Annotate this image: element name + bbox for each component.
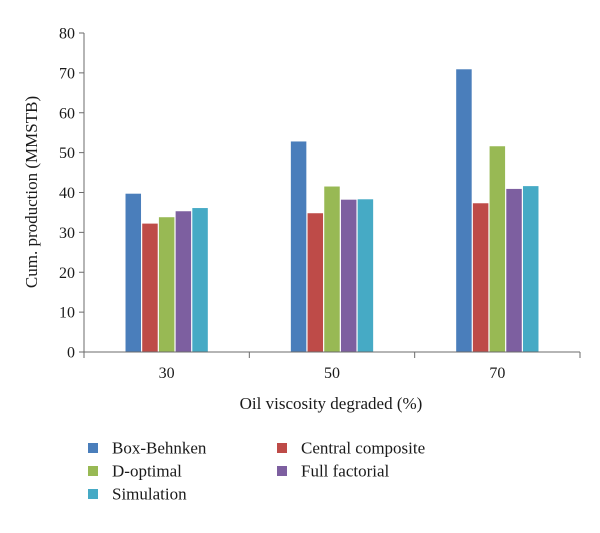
bar-d-optimal-50 (324, 186, 340, 352)
legend-label: Full factorial (301, 462, 390, 481)
bar-full-factorial-50 (340, 199, 357, 352)
legend-swatch (88, 443, 98, 453)
legend-label: Box-Behnken (112, 439, 207, 458)
legend-swatch (88, 489, 98, 499)
legend-item: Full factorial (277, 462, 390, 481)
x-axis: 30 50 70 (83, 351, 581, 382)
bar-central-composite-70 (472, 203, 489, 352)
y-tick-label: 60 (59, 105, 75, 122)
y-tick-label: 80 (59, 26, 75, 43)
bar-simulation-70 (522, 186, 539, 352)
bar-central-composite-30 (142, 223, 158, 352)
legend-item: D-optimal (88, 462, 182, 481)
y-axis-title: Cum. production (MMSTB) (22, 96, 41, 288)
y-tick-label: 70 (59, 65, 75, 82)
legend: Box-Behnken Central composite D-optimal Ful… (88, 439, 425, 504)
y-tick-label: 0 (67, 345, 75, 362)
y-tick-label: 50 (59, 145, 75, 162)
bar-simulation-30 (192, 208, 208, 352)
legend-swatch (88, 466, 98, 476)
plot-area (125, 69, 539, 352)
bar-central-composite-50 (307, 213, 324, 352)
bar-box-behnken-50 (290, 141, 307, 352)
bar-box-behnken-30 (125, 193, 142, 352)
bar-full-factorial-30 (175, 211, 192, 352)
bar-d-optimal-70 (489, 146, 506, 352)
legend-label: Simulation (112, 485, 187, 504)
legend-item: Box-Behnken (88, 439, 207, 458)
y-tick-label: 30 (59, 225, 75, 242)
x-tick-label: 30 (159, 365, 175, 382)
legend-label: D-optimal (112, 462, 182, 481)
legend-label: Central composite (301, 439, 425, 458)
y-axis: 0 10 20 30 40 50 60 70 80 (59, 26, 85, 362)
x-tick-label: 70 (489, 365, 505, 382)
x-axis-title: Oil viscosity degraded (%) (240, 394, 423, 413)
legend-swatch (277, 466, 287, 476)
legend-swatch (277, 443, 287, 453)
y-tick-label: 20 (59, 265, 75, 282)
y-tick-label: 10 (59, 305, 75, 322)
bar-d-optimal-30 (158, 217, 175, 352)
bar-simulation-50 (357, 199, 374, 352)
x-tick-label: 50 (324, 365, 340, 382)
legend-item: Central composite (277, 439, 425, 458)
bar-box-behnken-70 (456, 69, 472, 352)
legend-item: Simulation (88, 485, 187, 504)
bar-full-factorial-70 (506, 188, 522, 352)
y-tick-label: 40 (59, 185, 75, 202)
